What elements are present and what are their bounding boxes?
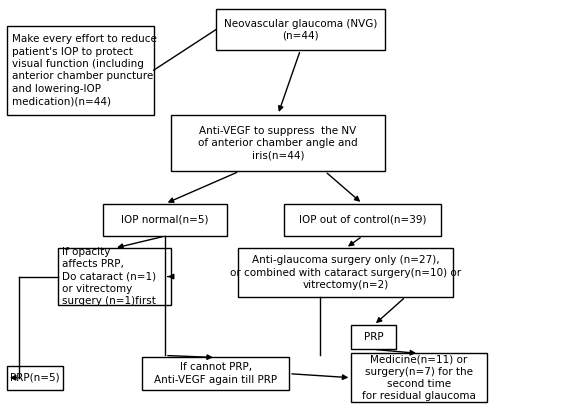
Text: IOP normal(n=5): IOP normal(n=5) [121,215,209,225]
Text: Make every effort to reduce
patient's IOP to protect
visual function (including
: Make every effort to reduce patient's IO… [11,34,156,106]
Text: If cannot PRP,
Anti-VEGF again till PRP: If cannot PRP, Anti-VEGF again till PRP [154,362,277,385]
FancyBboxPatch shape [351,325,396,349]
FancyBboxPatch shape [7,26,154,115]
FancyBboxPatch shape [216,9,385,50]
Text: PRP: PRP [364,332,384,342]
Text: IOP out of control(n=39): IOP out of control(n=39) [299,215,426,225]
Text: Anti-glaucoma surgery only (n=27),
or combined with cataract surgery(n=10) or
vi: Anti-glaucoma surgery only (n=27), or co… [230,255,461,290]
Text: PRP(n=5): PRP(n=5) [10,373,60,383]
Text: If opacity
affects PRP,
Do cataract (n=1)
or vitrectomy
surgery (n=1)first: If opacity affects PRP, Do cataract (n=1… [62,247,156,306]
FancyBboxPatch shape [238,248,453,297]
FancyBboxPatch shape [142,357,289,390]
FancyBboxPatch shape [103,204,227,236]
Text: Neovascular glaucoma (NVG)
(n=44): Neovascular glaucoma (NVG) (n=44) [224,18,377,41]
Text: Medicine(n=11) or
surgery(n=7) for the
second time
for residual glaucoma: Medicine(n=11) or surgery(n=7) for the s… [362,354,476,401]
Text: Anti-VEGF to suppress  the NV
of anterior chamber angle and
iris(n=44): Anti-VEGF to suppress the NV of anterior… [198,126,358,160]
FancyBboxPatch shape [171,115,385,171]
FancyBboxPatch shape [7,366,64,390]
FancyBboxPatch shape [58,248,171,305]
FancyBboxPatch shape [284,204,442,236]
FancyBboxPatch shape [351,353,486,402]
